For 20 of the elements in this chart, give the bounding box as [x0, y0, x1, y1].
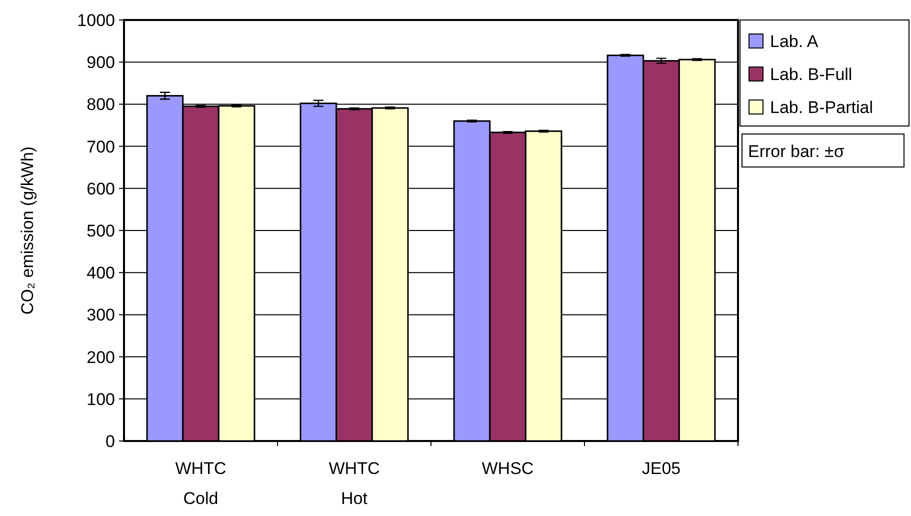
y-tick-label: 200 — [86, 348, 115, 367]
y-tick-label: 700 — [86, 137, 115, 156]
y-tick-label: 800 — [86, 95, 115, 114]
x-tick-label: WHTC Hot — [328, 459, 380, 508]
y-tick-label: 1000 — [77, 10, 115, 30]
legend-label: Lab. B-Partial — [770, 98, 873, 117]
legend-label: Lab. A — [770, 32, 819, 51]
y-tick-label: 300 — [86, 306, 115, 325]
y-tick-label: 900 — [86, 53, 115, 72]
y-tick-label: 0 — [106, 432, 115, 451]
y-axis-title: CO₂ emission (g/kWh) — [18, 146, 37, 315]
x-tick-label: WHTC Cold — [175, 459, 226, 508]
x-tick-label: JE05 — [642, 459, 681, 478]
text: Error bar: ±σ — [748, 142, 845, 161]
y-tick-label: 400 — [86, 264, 115, 283]
legend-label: Lab. B-Full — [770, 64, 852, 84]
x-tick-label: WHSC — [482, 459, 534, 478]
y-tick-label: 600 — [86, 179, 115, 198]
y-tick-label: 100 — [86, 390, 115, 409]
y-tick-label: 500 — [86, 221, 115, 240]
